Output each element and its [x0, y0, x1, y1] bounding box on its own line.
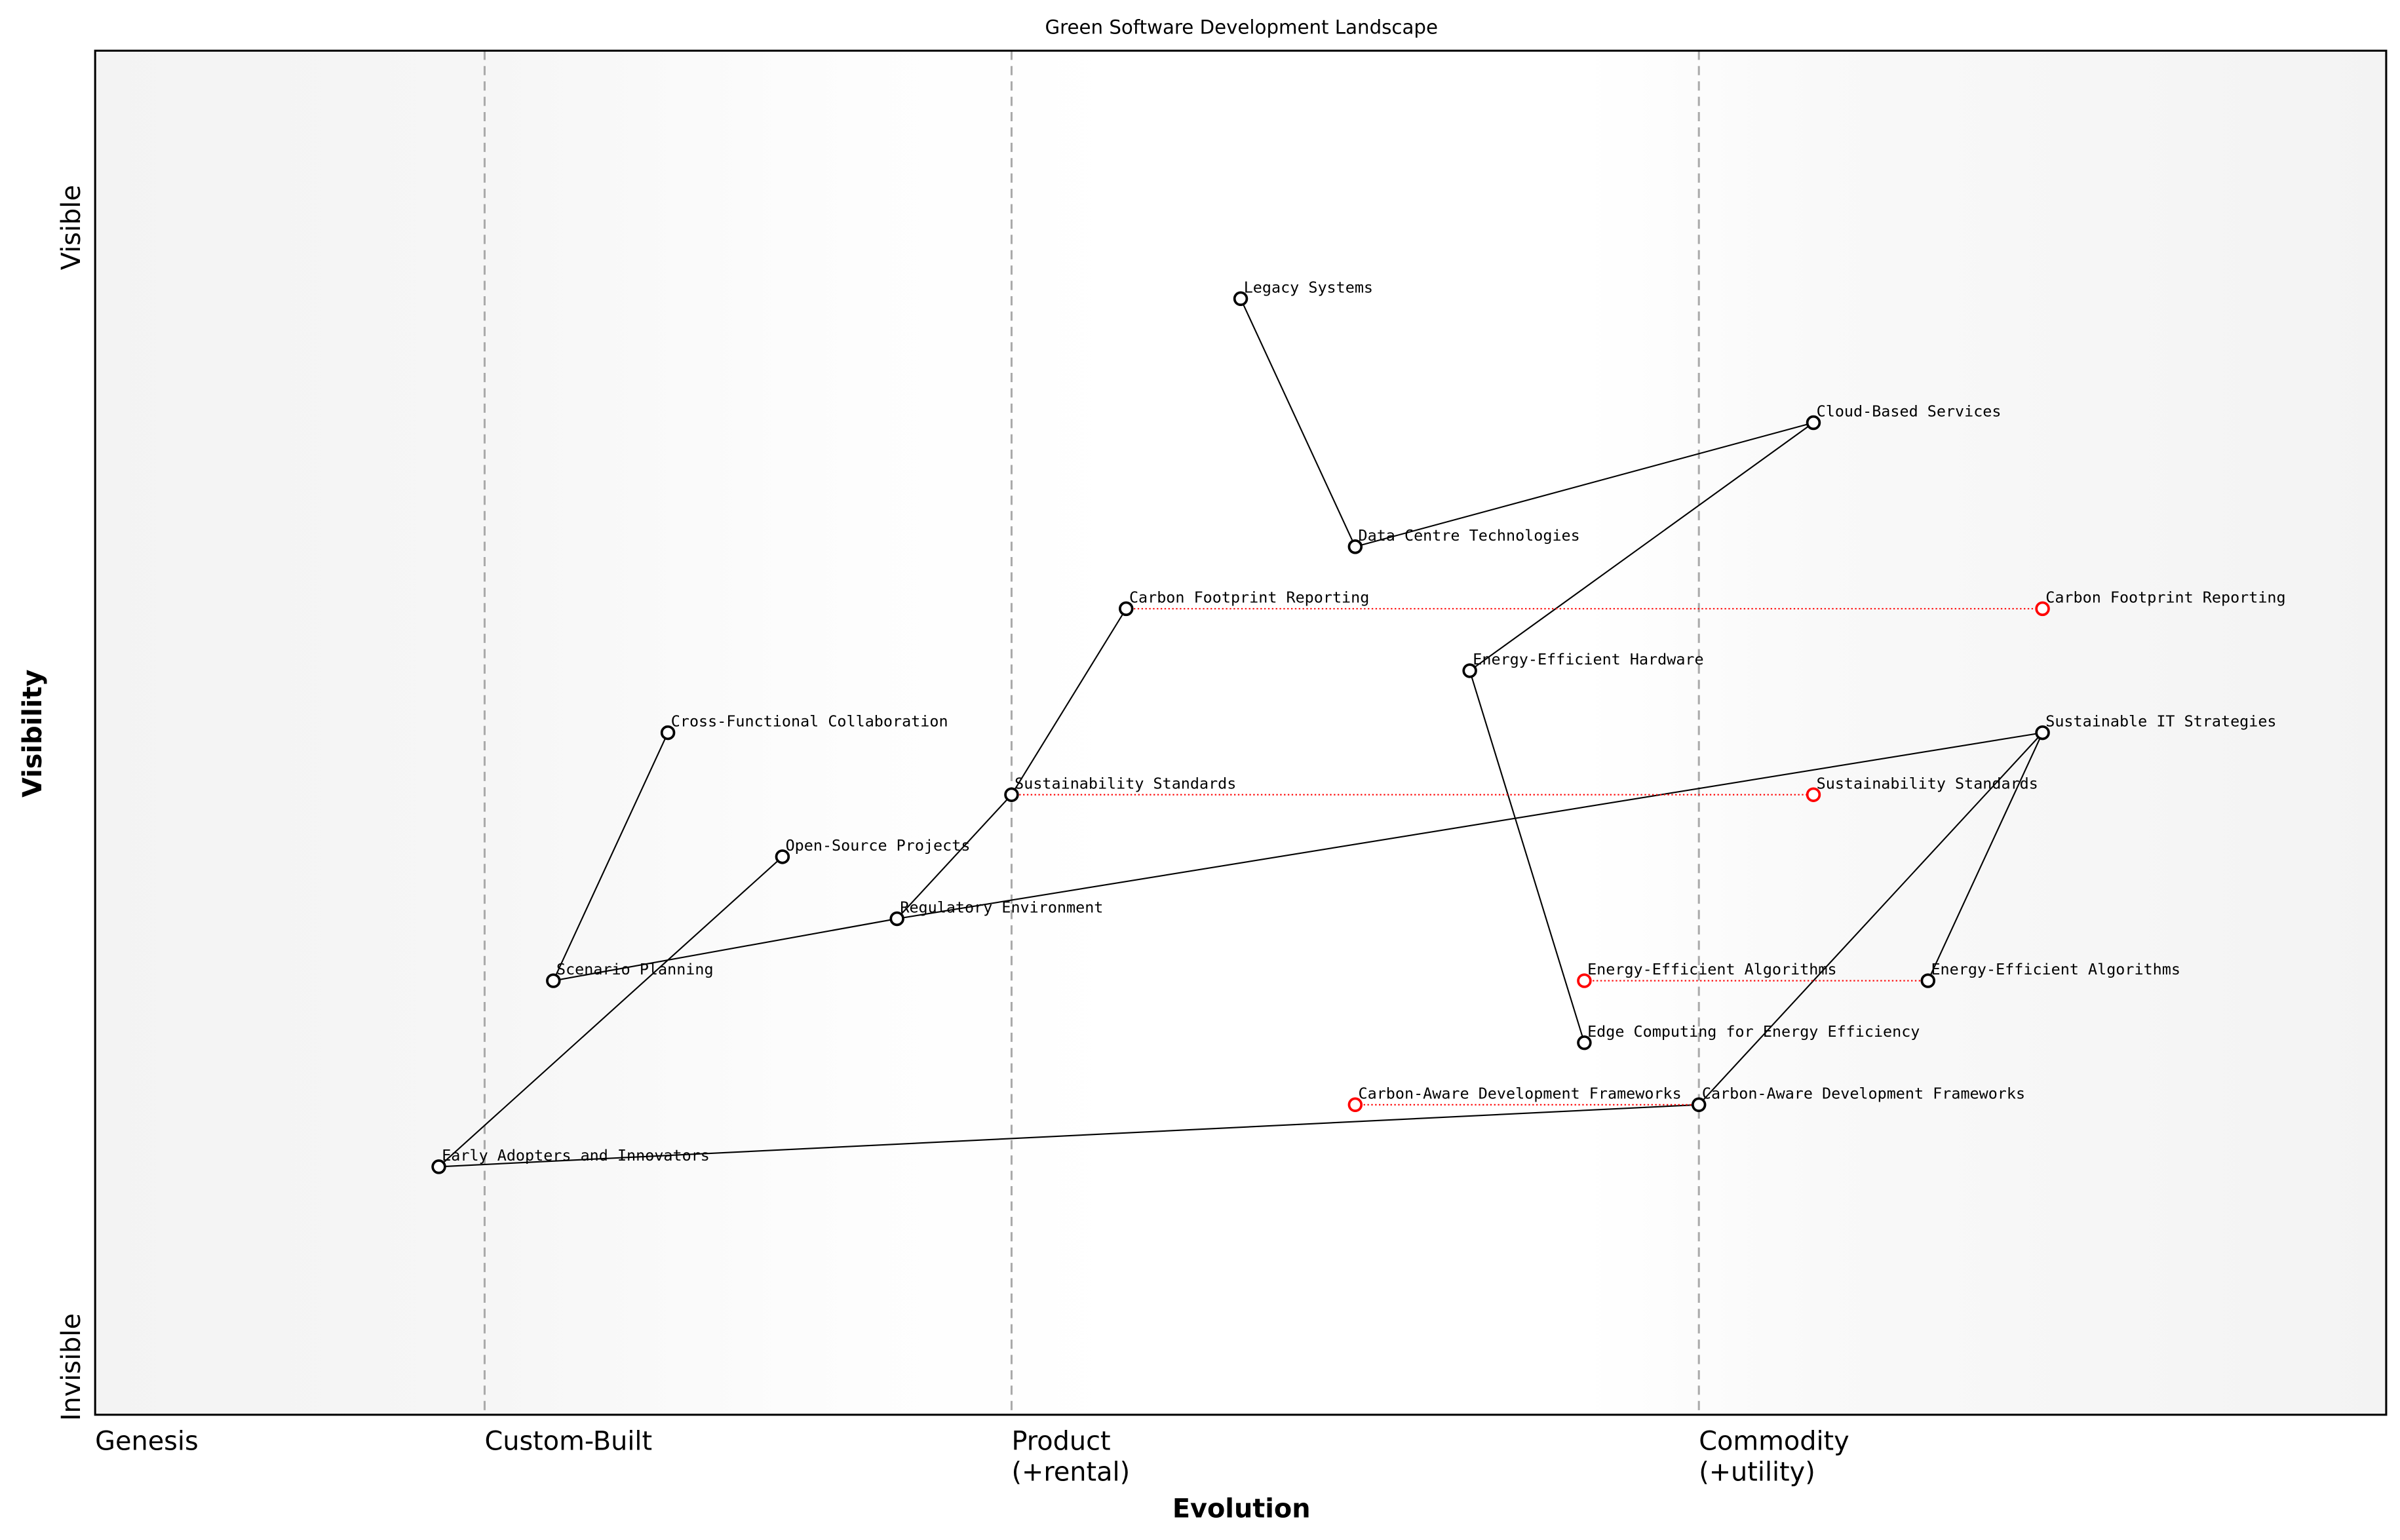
- component-marker: [660, 725, 676, 741]
- dependency-link: [1355, 422, 1814, 548]
- component-marker: [1577, 1035, 1592, 1050]
- component-label: Scenario Planning: [556, 960, 714, 978]
- dependency-link: [438, 856, 783, 1168]
- evolved-component-label: Carbon-Aware Development Frameworks: [1359, 1084, 1682, 1102]
- component-marker: [2035, 725, 2050, 741]
- dependency-link: [1240, 298, 1356, 547]
- component-label: Edge Computing for Energy Efficiency: [1587, 1022, 1920, 1041]
- dependency-link: [897, 732, 2043, 919]
- component-marker: [431, 1159, 446, 1174]
- evolved-component-marker: [1806, 787, 1821, 802]
- dependency-link: [552, 732, 669, 982]
- dependency-link: [553, 917, 897, 982]
- component-label: Carbon Footprint Reporting: [1129, 588, 1369, 607]
- component-label: Data Centre Technologies: [1359, 526, 1580, 545]
- evolved-component-marker: [1577, 973, 1592, 988]
- evolved-component-label: Carbon Footprint Reporting: [2045, 588, 2285, 607]
- component-marker: [1119, 601, 1134, 617]
- component-label: Sustainable IT Strategies: [2045, 712, 2276, 731]
- dependency-link: [1011, 608, 1127, 796]
- plot-frame: [94, 49, 2388, 1416]
- x-axis-title: Evolution: [1172, 1494, 1311, 1524]
- component-marker: [1347, 539, 1363, 554]
- stage-sublabel: (+utility): [1699, 1457, 1815, 1488]
- component-marker: [1920, 973, 1936, 988]
- y-axis-top-label: Visible: [56, 185, 87, 270]
- component-label: Regulatory Environment: [900, 898, 1103, 917]
- dependency-link: [1469, 422, 1814, 672]
- evolved-component-label: Energy-Efficient Algorithms: [1587, 960, 1836, 978]
- evolved-component-marker: [1347, 1097, 1363, 1113]
- stage-sublabel: (+rental): [1011, 1457, 1130, 1488]
- dependency-link: [1698, 732, 2043, 1106]
- component-label: Open-Source Projects: [786, 836, 971, 855]
- dependency-link: [896, 794, 1013, 919]
- component-marker: [1806, 415, 1821, 431]
- stage-label: Commodity: [1699, 1427, 1849, 1457]
- component-label: Cloud-Based Services: [1817, 402, 2002, 421]
- evolved-component-label: Sustainability Standards: [1817, 774, 2038, 792]
- y-axis-bottom-label: Invisible: [56, 1313, 87, 1421]
- evolved-component-marker: [2035, 601, 2050, 617]
- component-marker: [1691, 1097, 1707, 1113]
- component-label: Energy-Efficient Algorithms: [1931, 960, 2180, 978]
- stage-label: Product: [1011, 1427, 1110, 1457]
- component-label: Cross-Functional Collaboration: [671, 712, 948, 731]
- dependency-link: [1469, 670, 1585, 1043]
- component-marker: [1233, 291, 1248, 307]
- component-label: Early Adopters and Innovators: [442, 1146, 710, 1165]
- plot-background: [95, 50, 2386, 1415]
- component-marker: [546, 973, 561, 988]
- component-label: Sustainability Standards: [1015, 774, 1236, 792]
- y-axis-title: Visibility: [18, 669, 48, 798]
- component-marker: [775, 849, 790, 864]
- component-marker: [1462, 663, 1477, 678]
- component-label: Carbon-Aware Development Frameworks: [1702, 1084, 2025, 1102]
- component-label: Energy-Efficient Hardware: [1473, 650, 1703, 668]
- dependency-link: [438, 1104, 1699, 1168]
- component-marker: [889, 911, 904, 927]
- component-label: Legacy Systems: [1244, 278, 1373, 296]
- component-marker: [1004, 787, 1019, 802]
- stage-label: Genesis: [95, 1427, 199, 1457]
- stage-label: Custom-Built: [484, 1427, 652, 1457]
- chart-title: Green Software Development Landscape: [1045, 16, 1437, 39]
- dependency-link: [1927, 732, 2043, 982]
